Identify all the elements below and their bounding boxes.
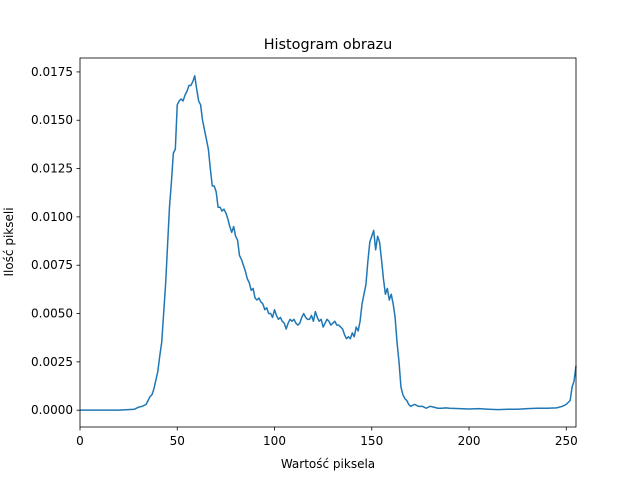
y-tick-label: 0.0075 bbox=[31, 258, 73, 272]
x-tick-label: 200 bbox=[458, 434, 481, 448]
y-tick-label: 0.0025 bbox=[31, 355, 73, 369]
axes-frame bbox=[79, 57, 577, 428]
x-axis-title: Wartość piksela bbox=[281, 457, 375, 471]
y-tick-label: 0.0150 bbox=[31, 113, 73, 127]
plot-area bbox=[80, 75, 577, 411]
y-tick-label: 0.0175 bbox=[31, 65, 73, 79]
y-tick-label: 0.0050 bbox=[31, 307, 73, 321]
y-axis-title: Ilość pikseli bbox=[2, 207, 16, 276]
y-tick-label: 0.0000 bbox=[31, 403, 73, 417]
y-axis: 0.0000 0.0025 0.0050 0.0075 0.0100 0.0125 0.01… bbox=[31, 65, 80, 417]
x-tick-label: 100 bbox=[263, 434, 286, 448]
y-tick-label: 0.0100 bbox=[31, 210, 73, 224]
chart-title: Histogram obrazu bbox=[264, 37, 393, 53]
x-axis: 0 50 100 150 200 250 bbox=[76, 427, 578, 448]
x-tick-label: 150 bbox=[360, 434, 383, 448]
histogram-line-0 bbox=[80, 75, 577, 411]
x-tick-label: 50 bbox=[170, 434, 185, 448]
x-tick-label: 0 bbox=[76, 434, 84, 448]
y-tick-label: 0.0125 bbox=[31, 162, 73, 176]
x-tick-label: 250 bbox=[555, 434, 578, 448]
